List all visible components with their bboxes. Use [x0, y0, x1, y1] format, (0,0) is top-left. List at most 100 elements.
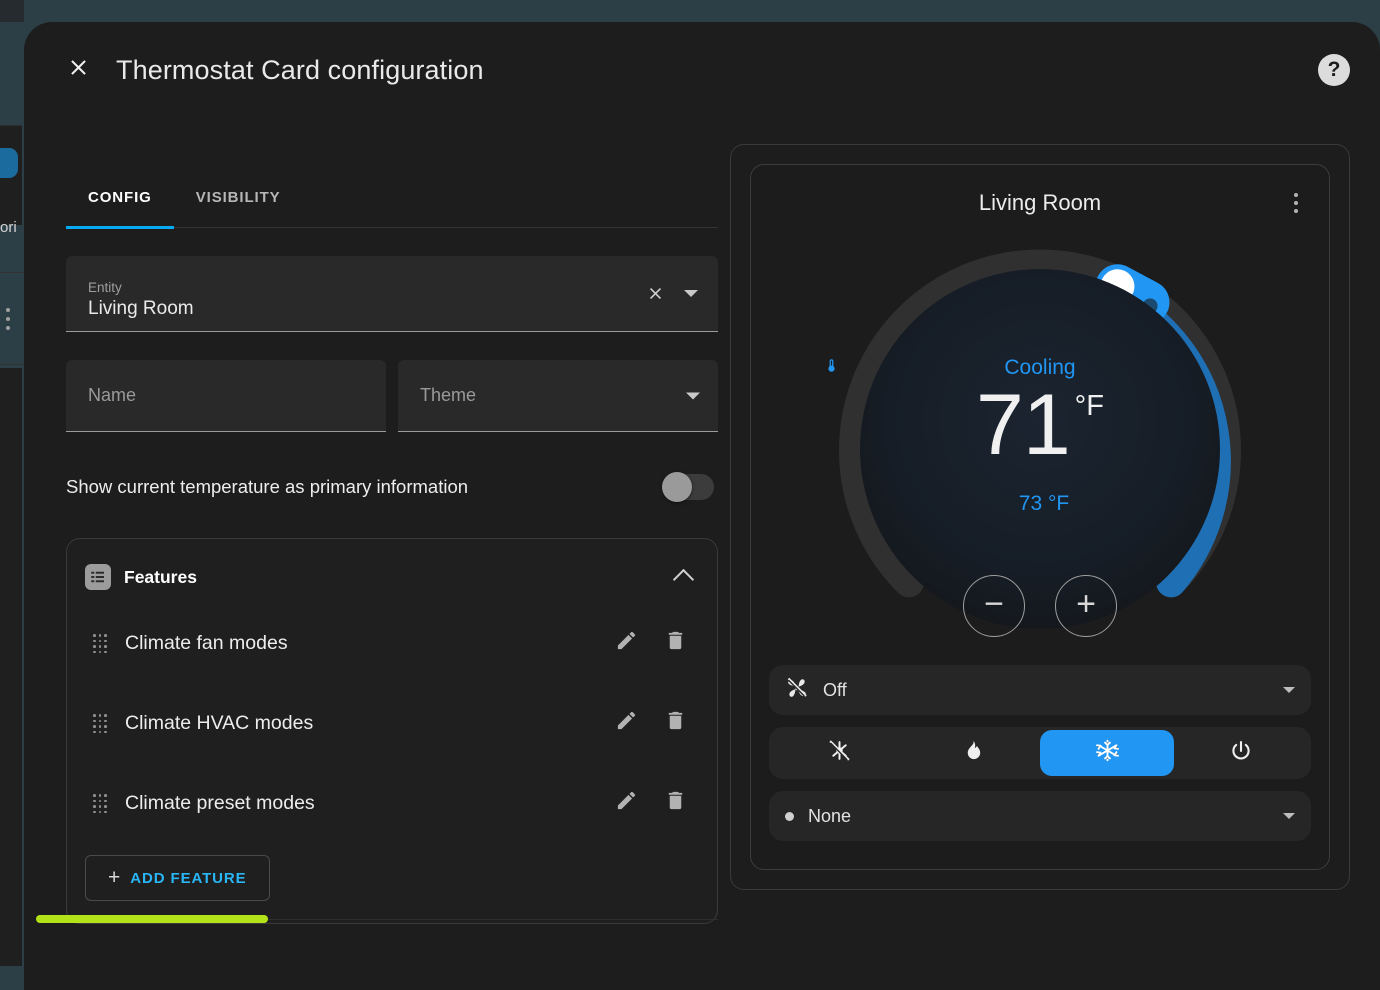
card-title: Living Room [978, 190, 1102, 215]
fan-mode-select[interactable]: Off [769, 665, 1311, 715]
dial-target-temperature: 71 [976, 377, 1071, 474]
fire-icon [962, 739, 985, 767]
hvac-mode-heat[interactable] [906, 730, 1040, 776]
entity-field[interactable]: Entity Living Room [66, 256, 718, 332]
theme-field[interactable]: Theme [398, 360, 718, 432]
entity-clear-button[interactable] [642, 281, 668, 307]
theme-dropdown-button[interactable] [686, 392, 700, 399]
config-panel: CONFIG VISIBILITY Entity Living Room [36, 118, 718, 924]
more-vertical-icon[interactable] [1283, 188, 1309, 218]
features-panel: Features Climate fan modes [66, 538, 718, 924]
pencil-icon[interactable] [615, 709, 638, 737]
show-current-temp-row: Show current temperature as primary info… [66, 472, 718, 502]
dial-current-temperature: 73 °F [824, 359, 1256, 516]
dial-unit: °F [1074, 390, 1104, 423]
hvac-mode-off[interactable] [1174, 730, 1308, 776]
dial-current-temperature-value: 73 °F [1018, 492, 1070, 516]
add-feature-label: ADD FEATURE [130, 869, 247, 887]
background-top-strip [0, 0, 24, 22]
thermostat-card-preview: Living Room [750, 164, 1330, 870]
show-current-temp-label: Show current temperature as primary info… [66, 476, 469, 497]
dot-icon [785, 811, 794, 821]
preview-shell: Living Room [730, 144, 1350, 890]
dialog-header: Thermostat Card configuration ? [24, 22, 1380, 118]
dialog-body: CONFIG VISIBILITY Entity Living Room [24, 118, 1380, 924]
features-header[interactable]: Features [85, 551, 697, 603]
power-icon [1229, 739, 1253, 768]
chevron-down-icon [686, 392, 700, 399]
feature-row[interactable]: Climate preset modes [85, 763, 697, 843]
fan-mode-value: Off [823, 679, 847, 700]
drag-handle-icon[interactable] [93, 634, 109, 654]
chevron-down-icon [684, 290, 698, 297]
pencil-icon[interactable] [615, 789, 638, 817]
background-card-bottom [0, 368, 22, 966]
name-theme-row: Name Theme [66, 360, 718, 432]
heat-cool-off-icon [827, 738, 852, 768]
show-current-temp-toggle[interactable] [662, 472, 714, 502]
card-header: Living Room [769, 181, 1311, 225]
background-divider [0, 272, 24, 273]
feature-name: Climate HVAC modes [125, 711, 314, 734]
dial-inner-face [860, 269, 1220, 629]
drag-handle-icon[interactable] [93, 794, 109, 814]
drag-handle-icon[interactable] [93, 714, 109, 734]
list-icon [85, 564, 111, 590]
preset-mode-select[interactable]: None [769, 791, 1311, 841]
preview-panel: Living Room [718, 118, 1362, 924]
thermostat-dial[interactable]: Cooling 71 °F 73 °F [824, 233, 1256, 665]
background-blue-chip [0, 148, 18, 178]
snowflake-icon [1095, 738, 1120, 768]
plus-icon: + [1076, 585, 1096, 623]
pencil-icon[interactable] [615, 629, 638, 657]
name-field[interactable]: Name [66, 360, 386, 432]
hvac-mode-selector [769, 727, 1311, 779]
chevron-up-icon[interactable] [672, 568, 695, 591]
temperature-decrease-button[interactable]: − [963, 575, 1025, 637]
close-icon [66, 55, 91, 85]
minus-icon: − [984, 585, 1004, 623]
fan-off-icon [785, 676, 809, 705]
dialog-title: Thermostat Card configuration [116, 54, 484, 85]
feature-actions [615, 789, 697, 817]
help-icon[interactable]: ? [1318, 54, 1350, 86]
features-title: Features [124, 566, 197, 587]
toggle-knob [662, 472, 692, 502]
entity-field-actions [642, 281, 704, 307]
dial-action-label: Cooling [1004, 356, 1076, 380]
entity-dropdown-button[interactable] [678, 281, 704, 307]
theme-field-placeholder: Theme [420, 385, 477, 405]
preset-mode-value: None [808, 805, 852, 826]
help-glyph: ? [1327, 58, 1341, 81]
feature-name: Climate preset modes [125, 791, 315, 814]
thermostat-card-config-dialog: Thermostat Card configuration ? CONFIG V… [24, 22, 1380, 990]
trash-icon[interactable] [664, 629, 687, 657]
name-field-placeholder: Name [88, 385, 137, 405]
scrollbar-track [36, 919, 718, 920]
horizontal-scrollbar[interactable] [36, 915, 718, 924]
background-divider-2 [0, 364, 24, 365]
chevron-down-icon [1283, 687, 1295, 693]
tab-bar: CONFIG VISIBILITY [66, 166, 718, 229]
hvac-mode-cool[interactable] [1040, 730, 1174, 776]
temperature-increase-button[interactable]: + [1055, 575, 1117, 637]
chevron-down-icon [1283, 813, 1295, 819]
background-more-icon [6, 308, 11, 338]
plus-icon: + [108, 865, 121, 889]
feature-actions [615, 629, 697, 657]
feature-row[interactable]: Climate HVAC modes [85, 683, 697, 763]
feature-actions [615, 709, 697, 737]
card-controls: Off [769, 665, 1311, 853]
add-feature-button[interactable]: + ADD FEATURE [85, 855, 270, 901]
feature-row[interactable]: Climate fan modes [85, 603, 697, 683]
background-text-fragment: ori [0, 219, 17, 236]
tab-visibility[interactable]: VISIBILITY [195, 188, 281, 206]
scrollbar-thumb[interactable] [36, 915, 268, 923]
hvac-mode-heat-cool[interactable] [772, 730, 906, 776]
close-button[interactable] [54, 46, 102, 94]
entity-field-label: Entity [88, 279, 122, 295]
trash-icon[interactable] [664, 789, 687, 817]
feature-name: Climate fan modes [125, 631, 288, 654]
tab-config[interactable]: CONFIG [66, 166, 174, 229]
trash-icon[interactable] [664, 709, 687, 737]
